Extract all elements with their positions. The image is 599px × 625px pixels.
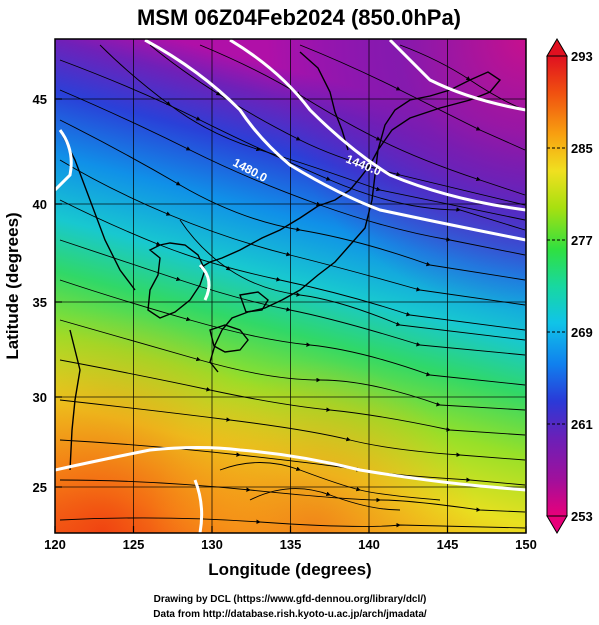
colorbar-tick-label: 253	[571, 509, 593, 524]
credit-data: Data from http://database.rish.kyoto-u.a…	[153, 609, 427, 620]
x-tick-label: 130	[201, 537, 223, 552]
y-axis-label: Latitude (degrees)	[3, 212, 22, 359]
y-tick-label: 35	[33, 295, 47, 310]
y-tick-label: 25	[33, 480, 47, 495]
colorbar-top-arrow	[546, 38, 568, 57]
colorbar-tick-label: 261	[571, 417, 593, 432]
colorbar: 293 285 277 269 261 253	[546, 38, 593, 534]
x-tick-label: 125	[123, 537, 145, 552]
y-tick-label: 40	[33, 197, 47, 212]
x-tick-label: 145	[437, 537, 459, 552]
colorbar-tick-label: 293	[571, 49, 593, 64]
y-tick-label: 30	[33, 390, 47, 405]
credit-drawing: Drawing by DCL (https://www.gfd-dennou.o…	[154, 594, 427, 605]
x-tick-label: 150	[515, 537, 537, 552]
y-tick-label: 45	[33, 92, 47, 107]
colorbar-tick-label: 285	[571, 141, 593, 156]
x-tick-label: 120	[44, 537, 66, 552]
x-tick-label: 135	[280, 537, 302, 552]
colorbar-body	[546, 55, 568, 517]
height-contours	[55, 39, 526, 533]
colorbar-bottom-arrow	[546, 515, 568, 534]
map-plot: 1480.0 1440.0	[55, 39, 526, 533]
colorbar-tick-label: 277	[571, 233, 593, 248]
y-axis: 25 30 35 40 45 Latitude (degrees)	[3, 92, 62, 495]
chart-title: MSM 06Z04Feb2024 (850.0hPa)	[137, 5, 461, 30]
wind-streamlines	[59, 44, 526, 529]
colorbar-tick-label: 269	[571, 325, 593, 340]
x-axis: 120 125 130 135 140 145 150 Longitude (d…	[44, 526, 537, 579]
x-tick-label: 140	[358, 537, 380, 552]
x-axis-label: Longitude (degrees)	[208, 560, 371, 579]
